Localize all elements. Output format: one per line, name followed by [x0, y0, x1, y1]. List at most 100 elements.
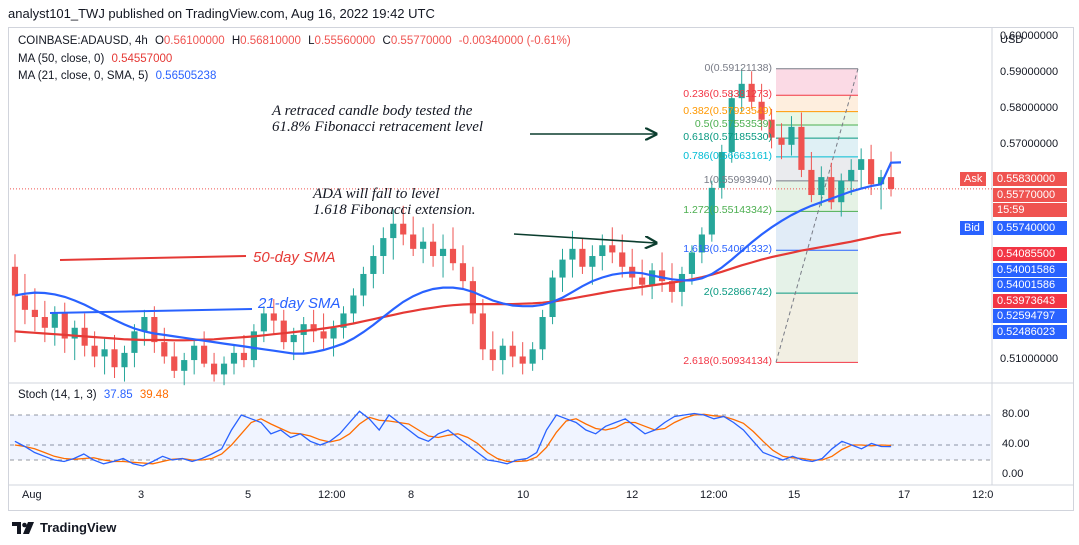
candle-body [280, 320, 287, 343]
tradingview-brand[interactable]: TradingView [12, 520, 116, 535]
fib-tool [775, 68, 859, 363]
candle-body [798, 126, 805, 170]
candle-body [260, 313, 267, 332]
candle-body [370, 256, 377, 274]
fib-zone [776, 68, 858, 96]
candle-body [678, 273, 686, 292]
time-tick-label: 3 [138, 489, 145, 501]
candle-body [718, 151, 725, 188]
fall-arrow [513, 233, 656, 243]
ma50-legend[interactable]: MA (50, close, 0) 0.54557000 [18, 53, 176, 65]
fib-level-label: 0.382(0.57923549) [683, 104, 772, 117]
candle-body [509, 345, 516, 357]
annotation-fall-line1: ADA will fall to level [313, 186, 440, 202]
candle-body [290, 334, 297, 343]
currency-label: USD [1000, 34, 1024, 46]
fib-level-label: 0.5(0.57553539) [694, 117, 772, 130]
stoch-k-line [14, 410, 892, 467]
time-tick-label: Aug [22, 489, 42, 501]
candle-body [459, 263, 467, 282]
tradingview-brand-text: TradingView [40, 520, 117, 535]
stoch-tick-label: 0.00 [1002, 468, 1024, 480]
countdown: 15:59 [993, 203, 1067, 217]
candle-body [828, 177, 835, 203]
fib-level-label: 0.618(0.57185530) [683, 131, 772, 144]
annotation-sma21: 21-day SMA [258, 295, 341, 312]
annotation-retraced-line2: 61.8% Fibonacci retracement level [272, 119, 484, 135]
candle-body [768, 119, 775, 138]
candle-body [430, 241, 437, 257]
candle-body [300, 324, 307, 335]
candle-body [240, 352, 248, 361]
candle-body [360, 273, 367, 296]
candle-body [181, 360, 188, 371]
candle-body [380, 238, 387, 257]
bid-tag: Bid [960, 221, 984, 235]
ohlc-close-label: C [382, 35, 391, 47]
ma21-legend[interactable]: MA (21, close, 0, SMA, 5) 0.56505238 [18, 70, 220, 82]
candle-body [529, 349, 536, 364]
candle-body [270, 313, 277, 321]
stoch-label: Stoch (14, 1, 3) [18, 389, 97, 401]
candle-body [758, 101, 765, 120]
sma50-pointer [59, 255, 247, 261]
price-tick-label: 0.59000000 [1000, 66, 1059, 79]
fib-level-label: 0.786(0.56663161) [683, 149, 772, 162]
time-tick-label: 12:00 [318, 489, 346, 501]
candle-body [350, 295, 357, 314]
price-marker: 0.52594797 [993, 309, 1067, 323]
stoch-band [10, 415, 991, 460]
candle-body [868, 159, 875, 185]
fib-level-label: 1.618(0.54061332) [683, 243, 772, 256]
price-marker: 0.52486023 [993, 324, 1067, 339]
price-tick-label: 0.57000000 [1000, 137, 1059, 150]
candle-body [579, 248, 586, 267]
symbol-legend: COINBASE:ADAUSD, 4h O0.56100000 H0.56810… [18, 35, 575, 47]
moving-averages [14, 161, 902, 355]
ohlc-close: 0.55770000 [390, 35, 452, 47]
time-tick-label: 15 [788, 489, 801, 501]
candle-body [887, 177, 895, 189]
ask-price: 0.55830000 [993, 172, 1067, 186]
candle-body [668, 281, 676, 292]
ohlc-low-label: L [308, 35, 315, 47]
time-tick-label: 17 [898, 489, 911, 501]
candle-body [171, 356, 178, 371]
candle-body [390, 223, 397, 239]
candle-body [838, 180, 845, 203]
fib-level-label: 0(0.59121138) [704, 61, 772, 74]
candle-body [21, 295, 29, 310]
time-tick-label: 12:00 [700, 489, 728, 501]
fib-trend-line [775, 68, 859, 363]
candle-body [539, 317, 546, 350]
ask-tag: Ask [960, 172, 987, 186]
candle-body [220, 363, 228, 375]
candle-body [569, 248, 576, 260]
chart-frame [8, 27, 1074, 511]
candle-body [778, 137, 785, 145]
candle-body [51, 313, 58, 328]
candle-body [320, 331, 327, 339]
fib-zone [776, 180, 858, 212]
stoch-tick-label: 80.00 [1002, 408, 1030, 420]
candle-body [589, 256, 596, 267]
tradingview-logo-icon [12, 521, 34, 534]
candle-body [858, 159, 865, 170]
time-tick-label: 8 [408, 489, 415, 501]
stoch-legend[interactable]: Stoch (14, 1, 3) 37.85 39.48 [18, 389, 173, 401]
candle-body [728, 98, 735, 152]
candle-body [11, 266, 19, 296]
price-marker: 0.53973643 [993, 293, 1067, 308]
candle-body [848, 169, 855, 181]
candle-body [71, 327, 78, 339]
time-tick-label: 12 [626, 489, 639, 501]
ma50-line [14, 231, 902, 342]
candle-body [619, 252, 626, 267]
candle-body [230, 352, 238, 364]
stoch-d-value: 39.48 [139, 389, 169, 401]
candle-body [41, 317, 48, 328]
ma21-line [14, 161, 902, 355]
candle-body [748, 83, 755, 102]
candle-body [519, 356, 526, 364]
